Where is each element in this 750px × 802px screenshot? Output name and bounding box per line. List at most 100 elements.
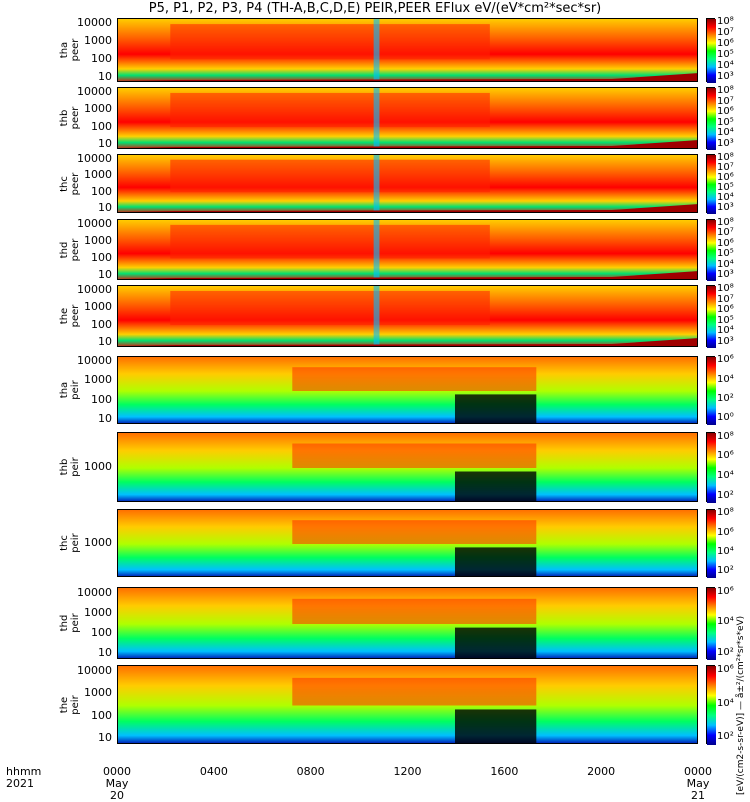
y-tick-label: 10000 <box>77 16 112 30</box>
y-tick-label: 1000 <box>84 536 112 549</box>
colorbar-tick-label: 10³ <box>717 202 734 214</box>
y-tick-label: 100 <box>91 317 112 331</box>
y-tick-label: 1000 <box>84 34 112 48</box>
colorbar-tick-label: 10⁷ <box>717 227 734 239</box>
colorbar-tha-peir <box>706 356 716 425</box>
colorbar-units-label: [eV/(cm2-s-sr-eV)] — å±²/(cm²*sr*s*eV) <box>736 615 746 795</box>
y-tick-label: 10 <box>98 335 112 349</box>
spectrogram-panel-thc-peir <box>117 509 698 577</box>
y-tick-label: 10000 <box>77 151 112 165</box>
y-tick-label: 1000 <box>84 373 112 387</box>
y-tick-label: 1000 <box>84 686 112 700</box>
y-tick-label: 100 <box>91 51 112 65</box>
y-tick-label: 1000 <box>84 233 112 247</box>
colorbar-thc-peir <box>706 509 716 578</box>
figure-title: P5, P1, P2, P3, P4 (TH-A,B,C,D,E) PEIR,P… <box>148 1 602 16</box>
y-tick-label: 100 <box>91 626 112 640</box>
colorbar-tick-label: 10⁰ <box>717 412 734 424</box>
y-axis-label-probe: thd <box>59 614 70 632</box>
y-axis-label-probe: tha <box>59 381 70 399</box>
colorbar-tick-label: 10⁷ <box>717 27 734 39</box>
colorbar-tick-label: 10⁶ <box>717 172 734 183</box>
colorbar-tick-label: 10⁷ <box>717 161 734 173</box>
x-tick-label: 1600 <box>490 765 519 778</box>
x-tick-label: 0000 <box>684 765 712 778</box>
colorbar-tick-label: 10⁴ <box>717 545 734 557</box>
x-tick-label: 0000 <box>103 765 131 778</box>
y-tick-label: 10000 <box>77 84 112 98</box>
colorbar-tick-label: 10⁶ <box>717 450 734 462</box>
colorbar-tick-label: 10² <box>717 392 734 404</box>
spectrogram-panel-thc-peer <box>117 154 698 213</box>
colorbar-tick-label: 10⁴ <box>717 325 734 337</box>
colorbar-tick-label: 10⁶ <box>717 304 734 316</box>
x-tick-date-label: May 20 <box>105 777 129 802</box>
spectrogram-panel-thb-peir <box>117 432 698 502</box>
colorbar-tick-label: 10⁸ <box>717 430 734 442</box>
colorbar-tick-label: 10² <box>717 565 734 577</box>
colorbar-tick-label: 10³ <box>717 335 734 347</box>
y-tick-label: 10000 <box>77 354 112 368</box>
y-tick-label: 10 <box>98 411 112 425</box>
y-tick-label: 10 <box>98 137 112 151</box>
colorbar-tick-label: 10⁶ <box>717 585 734 597</box>
colorbar-tick-label: 10⁸ <box>717 507 734 519</box>
y-tick-label: 1000 <box>84 605 112 619</box>
y-tick-label: 10 <box>98 69 112 83</box>
colorbar-tick-label: 10⁴ <box>717 258 734 270</box>
colorbar-tick-label: 10⁵ <box>717 182 734 194</box>
colorbar-tick-label: 10³ <box>717 268 734 280</box>
footer-hhmm: hhmm <box>6 765 42 778</box>
y-tick-label: 100 <box>91 184 112 198</box>
y-tick-label: 10000 <box>77 282 112 296</box>
colorbar-tick-label: 10⁴ <box>717 470 734 482</box>
y-tick-label: 10 <box>98 268 112 282</box>
colorbar-tick-label: 10⁷ <box>717 293 734 305</box>
colorbar-tick-label: 10⁸ <box>717 283 734 295</box>
y-tick-label: 1000 <box>84 460 112 473</box>
y-tick-label: 1000 <box>84 102 112 116</box>
colorbar-thd-peir <box>706 587 716 660</box>
colorbar-tick-label: 10⁵ <box>717 48 734 60</box>
y-tick-label: 10000 <box>77 585 112 599</box>
colorbar-tick-label: 10⁸ <box>717 217 734 229</box>
y-tick-label: 10 <box>98 201 112 215</box>
colorbar-tick-label: 10⁷ <box>717 95 734 107</box>
y-axis-label-instrument: peir <box>70 694 81 715</box>
x-tick-label: 0800 <box>296 765 325 778</box>
y-tick-label: 10 <box>98 646 112 660</box>
y-tick-label: 1000 <box>84 168 112 182</box>
y-axis-label-probe: the <box>59 696 70 713</box>
x-tick-label: 0400 <box>199 765 228 778</box>
colorbar-tick-label: 10⁶ <box>717 663 734 675</box>
colorbar-tick-label: 10⁴ <box>717 127 734 139</box>
colorbar-tick-label: 10⁸ <box>717 151 734 163</box>
colorbar-tick-label: 10⁶ <box>717 237 734 249</box>
footer-year: 2021 <box>6 777 34 790</box>
colorbar-tick-label: 10⁸ <box>717 85 734 97</box>
colorbar-tick-label: 10⁶ <box>717 354 734 366</box>
colorbar-thd-peer <box>706 219 716 281</box>
spectrogram-panel-thd-peer <box>117 219 698 280</box>
colorbar-thc-peer <box>706 154 716 214</box>
colorbar-thb-peir <box>706 432 716 503</box>
y-tick-label: 100 <box>91 251 112 265</box>
y-axis-label-thd-peir: thd peir <box>59 593 81 653</box>
x-tick-label: 2000 <box>587 765 616 778</box>
colorbar-tick-label: 10⁴ <box>717 616 734 628</box>
y-tick-label: 1000 <box>84 300 112 314</box>
colorbar-the-peer <box>706 285 716 348</box>
y-tick-label: 10000 <box>77 216 112 230</box>
y-axis-label-instrument: peir <box>70 380 81 400</box>
colorbar-tick-label: 10² <box>717 731 734 743</box>
y-axis-label-tha-peir: tha peir <box>59 360 81 420</box>
colorbar-tha-peer <box>706 18 716 83</box>
colorbar-tick-label: 10³ <box>717 70 734 82</box>
spectrogram-panel-thd-peir <box>117 587 698 659</box>
colorbar-tick-label: 10⁴ <box>717 697 734 709</box>
spectrogram-panel-thb-peer <box>117 87 698 149</box>
spectrogram-panel-tha-peir <box>117 356 698 424</box>
colorbar-the-peir <box>706 665 716 745</box>
spectrogram-panel-the-peir <box>117 665 698 744</box>
spectrogram-panel-the-peer <box>117 285 698 347</box>
